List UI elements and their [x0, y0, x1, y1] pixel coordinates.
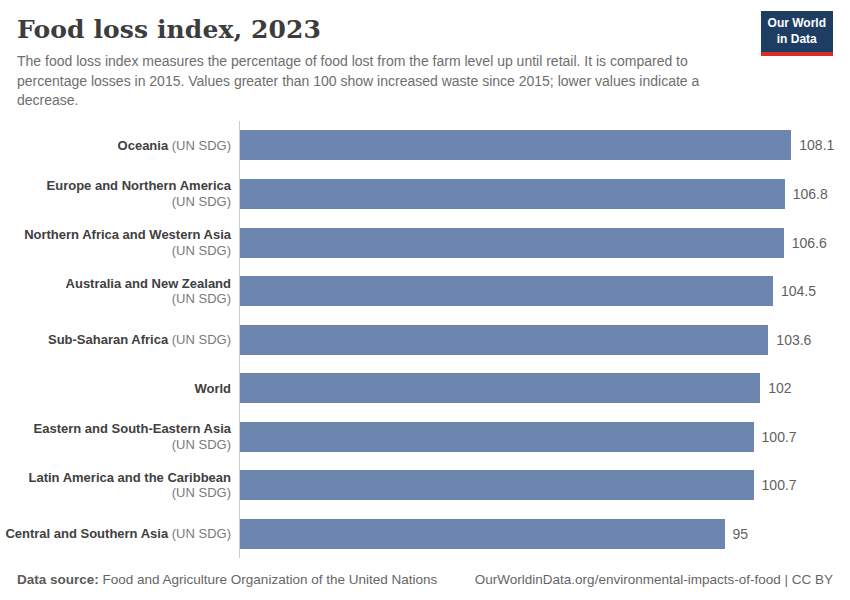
bar[interactable] — [240, 422, 754, 452]
entity-qualifier: (UN SDG) — [172, 332, 231, 347]
category-label: Australia and New Zealand (UN SDG) — [5, 276, 239, 307]
attribution-note: OurWorldinData.org/environmental-impacts… — [475, 572, 833, 587]
data-source-label: Data source: — [17, 572, 99, 587]
plot-area: 103.6 — [239, 315, 850, 364]
chart-subtitle: The food loss index measures the percent… — [17, 52, 745, 111]
data-source-value: Food and Agriculture Organization of the… — [99, 572, 437, 587]
plot-area: 95 — [239, 510, 850, 559]
owid-url-link[interactable]: OurWorldinData.org/environmental-impacts… — [475, 572, 781, 587]
owid-logo-line2: in Data — [768, 32, 826, 48]
category-label: Sub-Saharan Africa (UN SDG) — [5, 332, 239, 348]
entity-qualifier: (UN SDG) — [172, 485, 231, 500]
owid-logo-line1: Our World — [768, 16, 826, 32]
entity-name: Oceania — [118, 138, 169, 153]
bar[interactable] — [240, 325, 768, 355]
value-label: 108.1 — [799, 137, 834, 153]
owid-logo[interactable]: Our World in Data — [761, 11, 833, 56]
plot-area: 100.7 — [239, 461, 850, 510]
entity-name: Europe and Northern America — [47, 178, 231, 193]
bar[interactable] — [240, 519, 725, 549]
entity-qualifier: (UN SDG) — [172, 526, 231, 541]
license-text: | CC BY — [781, 572, 833, 587]
entity-name: Eastern and South-Eastern Asia — [34, 421, 231, 436]
bar[interactable] — [240, 228, 784, 258]
page-title: Food loss index, 2023 — [17, 14, 832, 45]
entity-qualifier: (UN SDG) — [172, 138, 231, 153]
value-label: 103.6 — [776, 332, 811, 348]
value-label: 100.7 — [762, 477, 797, 493]
entity-name: Latin America and the Caribbean — [28, 470, 231, 485]
chart-row: Oceania (UN SDG) 108.1 — [5, 121, 850, 170]
chart-footer: Data source: Food and Agriculture Organi… — [17, 572, 833, 587]
value-label: 102 — [768, 380, 791, 396]
bar[interactable] — [240, 130, 791, 160]
plot-area: 102 — [239, 364, 850, 413]
category-label: Central and Southern Asia (UN SDG) — [5, 526, 239, 542]
category-label: Oceania (UN SDG) — [5, 138, 239, 154]
chart-row: World 102 — [5, 364, 850, 413]
value-label: 106.8 — [793, 186, 828, 202]
value-label: 100.7 — [762, 429, 797, 445]
chart-header: Food loss index, 2023 The food loss inde… — [0, 0, 850, 111]
entity-name: Central and Southern Asia — [5, 526, 168, 541]
value-label: 95 — [733, 526, 749, 542]
entity-name: Australia and New Zealand — [66, 276, 231, 291]
bar[interactable] — [240, 179, 785, 209]
chart-row: Northern Africa and Western Asia (UN SDG… — [5, 218, 850, 267]
chart-page: Our World in Data Food loss index, 2023 … — [0, 0, 850, 600]
category-label: Eastern and South-Eastern Asia (UN SDG) — [5, 421, 239, 452]
category-label: Northern Africa and Western Asia (UN SDG… — [5, 227, 239, 258]
plot-area: 104.5 — [239, 267, 850, 316]
data-source-note: Data source: Food and Agriculture Organi… — [17, 572, 437, 587]
chart-row: Central and Southern Asia (UN SDG) 95 — [5, 510, 850, 559]
plot-area: 100.7 — [239, 413, 850, 462]
bar[interactable] — [240, 276, 773, 306]
plot-area: 106.6 — [239, 218, 850, 267]
entity-qualifier: (UN SDG) — [172, 291, 231, 306]
category-label: Europe and Northern America (UN SDG) — [5, 178, 239, 209]
entity-name: Northern Africa and Western Asia — [24, 227, 231, 242]
chart-row: Europe and Northern America (UN SDG) 106.… — [5, 170, 850, 219]
bar[interactable] — [240, 470, 754, 500]
entity-qualifier: (UN SDG) — [172, 243, 231, 258]
chart-row: Sub-Saharan Africa (UN SDG) 103.6 — [5, 315, 850, 364]
entity-qualifier: (UN SDG) — [172, 437, 231, 452]
chart-row: Eastern and South-Eastern Asia (UN SDG) 1… — [5, 413, 850, 462]
category-label: World — [5, 381, 239, 397]
entity-qualifier: (UN SDG) — [172, 194, 231, 209]
entity-name: World — [194, 381, 231, 396]
chart-row: Latin America and the Caribbean (UN SDG)… — [5, 461, 850, 510]
bar-chart: Oceania (UN SDG) 108.1 Europe and Northern… — [5, 121, 850, 558]
chart-row: Australia and New Zealand (UN SDG) 104.5 — [5, 267, 850, 316]
plot-area: 108.1 — [239, 121, 850, 170]
plot-area: 106.8 — [239, 170, 850, 219]
entity-name: Sub-Saharan Africa — [48, 332, 168, 347]
value-label: 104.5 — [781, 283, 816, 299]
bar[interactable] — [240, 373, 760, 403]
value-label: 106.6 — [792, 235, 827, 251]
category-label: Latin America and the Caribbean (UN SDG) — [5, 470, 239, 501]
